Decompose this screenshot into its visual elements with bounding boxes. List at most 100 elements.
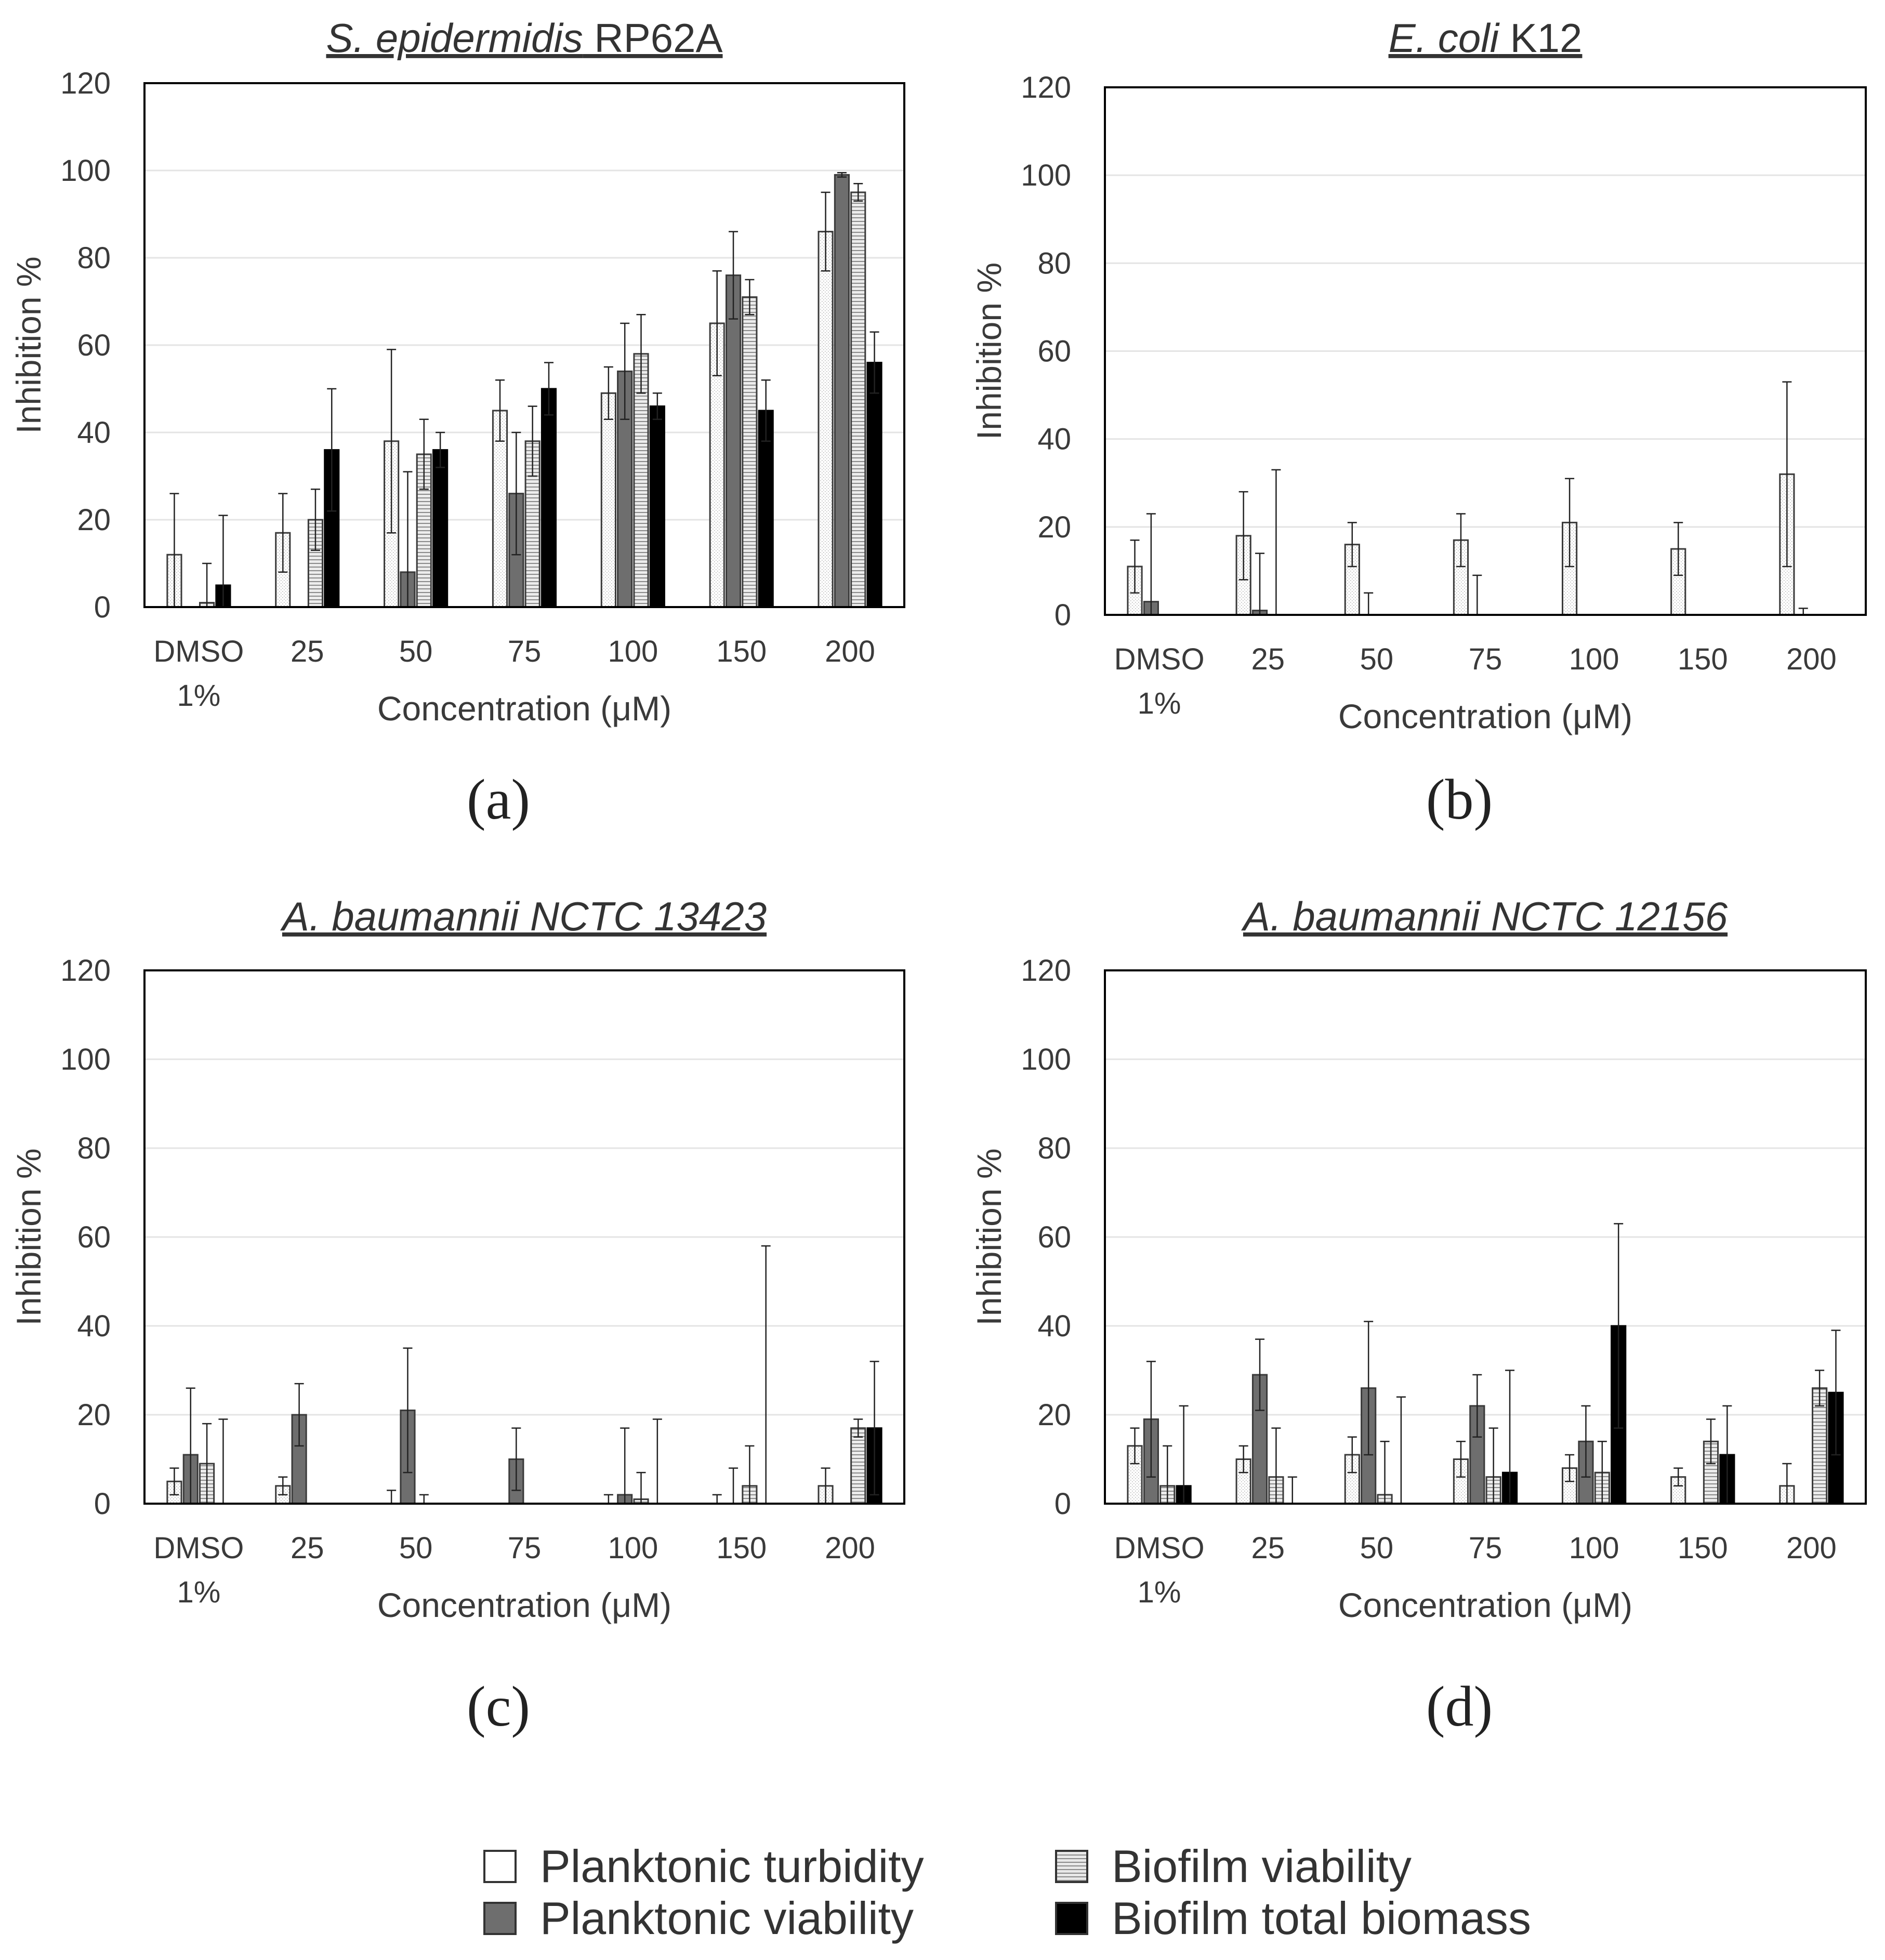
panel-c-xtick-label: 25 — [291, 1531, 324, 1565]
panel-a-label: (a) — [467, 768, 530, 831]
panel-b-x-axis-title: Concentration (μM) — [1338, 697, 1632, 735]
legend-label-biofilm-viability: Biofilm viability — [1112, 1840, 1412, 1892]
panel-d-xtick-label: DMSO — [1114, 1531, 1205, 1565]
panel-b-y-axis-title: Inhibition % — [970, 262, 1008, 440]
panel-c-xtick-label: 75 — [508, 1531, 542, 1565]
panel-d-y-axis-title: Inhibition % — [970, 1148, 1008, 1325]
panel-a-x-axis-title: Concentration (μM) — [377, 689, 671, 728]
panel-d-label: (d) — [1426, 1675, 1493, 1738]
panel-b-ytick-label: 20 — [1037, 510, 1071, 544]
panel-a-y-axis-title: Inhibition % — [9, 256, 48, 433]
panel-a-ytick-label: 100 — [60, 154, 111, 188]
panel-c-ytick-label: 120 — [60, 954, 111, 988]
panel-d-xtick-label: 1% — [1138, 1575, 1181, 1609]
panel-d: 0 20 40 60 80 100 120 DMSO 1% 25 50 75 100 150 200 Conc… — [970, 893, 1867, 1738]
panel-a-xtick-label: 50 — [399, 635, 433, 668]
panel-a-xtick-label: 200 — [825, 635, 875, 668]
panel-c-ytick-label: 0 — [94, 1487, 111, 1521]
panel-b-xtick-label: 50 — [1360, 642, 1394, 676]
panel-c-ytick-label: 40 — [77, 1309, 111, 1343]
panel-a-bar-biofilm-total-biomass — [541, 388, 557, 608]
panel-b-xtick-label: 100 — [1569, 642, 1619, 676]
panel-b-ytick-label: 100 — [1021, 159, 1071, 192]
panel-d-ytick-label: 20 — [1037, 1398, 1071, 1432]
panel-b-label: (b) — [1426, 768, 1493, 831]
legend-label-planktonic-viability: Planktonic viability — [540, 1892, 914, 1944]
panel-a-bar-planktonic-viability — [725, 274, 742, 608]
panel-c-x-axis-title: Concentration (μM) — [377, 1586, 671, 1624]
panel-c-xtick-label: DMSO — [153, 1531, 244, 1565]
panel-a-bar-biofilm-viability — [850, 191, 866, 608]
panel-d-xtick-label: 75 — [1469, 1531, 1502, 1565]
legend-swatch-biofilm-total-biomass — [1055, 1902, 1088, 1935]
panel-a-ytick-label: 40 — [77, 416, 111, 450]
panel-d-xtick-label: 100 — [1569, 1531, 1619, 1565]
panel-d-xtick-label: 150 — [1678, 1531, 1728, 1565]
panel-c: 0 20 40 60 80 100 120 DMSO 1% 25 50 75 100 150 200 Conc… — [9, 893, 905, 1738]
panel-c-y-axis-title: Inhibition % — [9, 1148, 48, 1325]
legend-swatch-biofilm-viability — [1055, 1850, 1088, 1883]
panel-d-ytick-label: 60 — [1037, 1220, 1071, 1254]
panel-a-bar-planktonic-viability — [834, 174, 850, 608]
panel-d-x-axis-title: Concentration (μM) — [1338, 1586, 1632, 1624]
panel-b-ytick-label: 60 — [1037, 335, 1071, 369]
panel-c-plot-frame — [143, 969, 905, 1505]
panel-c-bar-biofilm-viability — [850, 1427, 866, 1505]
panel-c-xtick-label: 50 — [399, 1531, 433, 1565]
panel-d-ytick-label: 80 — [1037, 1132, 1071, 1165]
panel-d-xtick-label: 200 — [1786, 1531, 1837, 1565]
panel-b-ytick-label: 80 — [1037, 246, 1071, 280]
panel-b-xtick-label: 200 — [1786, 642, 1837, 676]
panel-c-xtick-label: 150 — [716, 1531, 767, 1565]
panel-a-bar-biofilm-viability — [742, 296, 758, 608]
panel-d-xtick-label: 50 — [1360, 1531, 1394, 1565]
legend-item-planktonic-turbidity: Planktonic turbidity — [483, 1840, 924, 1893]
legend-label-planktonic-turbidity: Planktonic turbidity — [540, 1840, 924, 1892]
panel-c-ytick-label: 60 — [77, 1220, 111, 1254]
panel-b-xtick-label: 25 — [1251, 642, 1285, 676]
legend-swatch-planktonic-viability — [483, 1902, 517, 1935]
panel-a-title: S. epidermidis RP62A — [326, 15, 722, 61]
panel-d-ytick-label: 0 — [1054, 1487, 1071, 1521]
panel-c-title-italic: A. baumannii NCTC 13423 — [280, 893, 767, 939]
panel-a-xtick-label: 75 — [508, 635, 542, 668]
panel-b-title-italic: E. coli — [1389, 15, 1500, 61]
panel-a-ytick-label: 60 — [77, 328, 111, 362]
panel-a-bar-biofilm-total-biomass — [649, 405, 665, 608]
panel-a-ytick-label: 80 — [77, 241, 111, 275]
panel-d-ytick-label: 120 — [1021, 954, 1071, 988]
panel-a: 0 20 40 60 80 100 120 DMSO 1% 25 50 75 100 150 200 Conc… — [9, 15, 905, 831]
panel-b-ytick-label: 120 — [1021, 71, 1071, 104]
panel-d-ytick-label: 40 — [1037, 1309, 1071, 1343]
panel-a-title-rest: RP62A — [583, 15, 723, 61]
panel-c-title: A. baumannii NCTC 13423 — [280, 893, 767, 939]
panel-b-xtick-label: DMSO — [1114, 642, 1205, 676]
panel-b-title: E. coli K12 — [1389, 15, 1583, 61]
panel-c-label: (c) — [467, 1675, 530, 1738]
legend-label-biofilm-total-biomass: Biofilm total biomass — [1112, 1892, 1531, 1944]
panel-b: 0 20 40 60 80 100 120 DMSO 1% 25 50 75 100 150 200 Conc… — [970, 15, 1867, 831]
panel-d-xtick-label: 25 — [1251, 1531, 1285, 1565]
panel-c-ytick-label: 100 — [60, 1043, 111, 1076]
panel-c-ytick-label: 80 — [77, 1132, 111, 1165]
panel-a-bar-biofilm-total-biomass — [432, 449, 449, 608]
legend-item-biofilm-viability: Biofilm viability — [1055, 1840, 1412, 1893]
panel-c-xtick-label: 1% — [177, 1575, 221, 1609]
panel-d-plot-frame — [1104, 969, 1867, 1505]
panel-d-ytick-label: 100 — [1021, 1043, 1071, 1076]
panel-a-ytick-label: 120 — [60, 67, 111, 100]
panel-a-xtick-label: 150 — [716, 635, 767, 668]
panel-a-ytick-label: 0 — [94, 590, 111, 624]
legend: Planktonic turbidity Planktonic viabilit… — [483, 1840, 1679, 1954]
panel-b-title-rest: K12 — [1499, 15, 1582, 61]
panel-b-plot-frame — [1104, 86, 1867, 616]
panel-b-xtick-label: 75 — [1469, 642, 1502, 676]
panel-c-xtick-label: 200 — [825, 1531, 875, 1565]
legend-item-biofilm-total-biomass: Biofilm total biomass — [1055, 1892, 1531, 1945]
panel-b-ytick-label: 0 — [1054, 598, 1071, 632]
panel-a-bar-biofilm-total-biomass — [866, 362, 882, 608]
panel-c-ytick-label: 20 — [77, 1398, 111, 1432]
panel-a-xtick-label: 100 — [608, 635, 658, 668]
panel-c-xtick-label: 100 — [608, 1531, 658, 1565]
